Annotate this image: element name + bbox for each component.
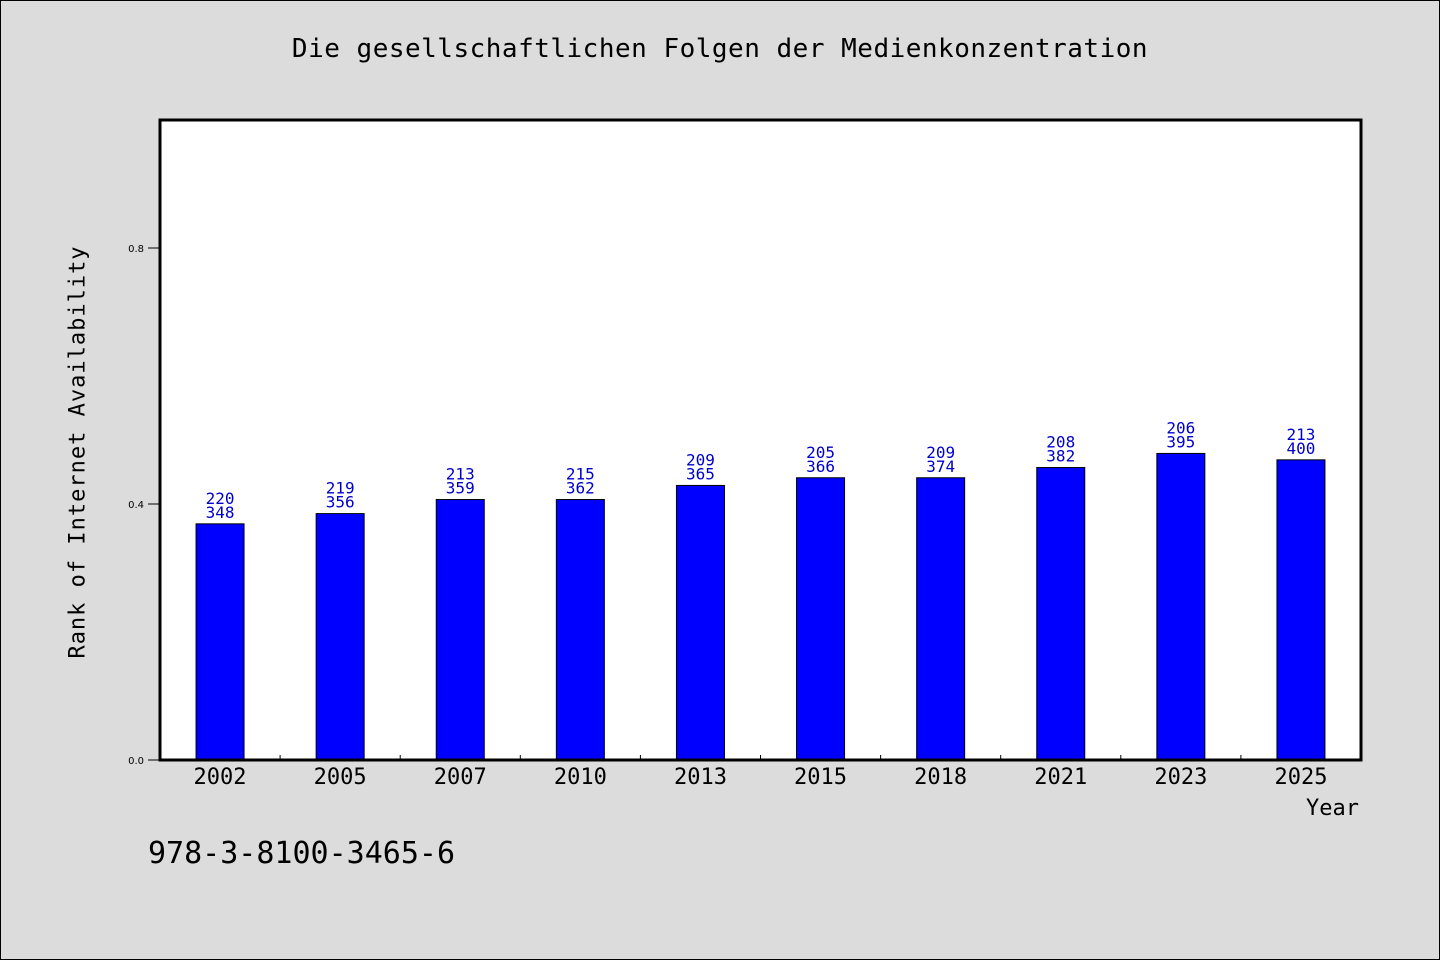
- bar: [796, 477, 846, 761]
- bar: [195, 523, 245, 761]
- bar: [675, 484, 725, 761]
- bar-data-label-top: 206: [1166, 418, 1195, 437]
- x-tick-label: 2025: [1274, 765, 1327, 790]
- bar: [1276, 459, 1326, 761]
- x-tick-label: 2018: [914, 765, 967, 790]
- bar-data-label-top: 213: [1286, 425, 1315, 444]
- x-tick-label: 2010: [554, 765, 607, 790]
- bar-data-label-top: 215: [566, 465, 595, 484]
- x-tick-label: 2005: [314, 765, 367, 790]
- bar: [315, 513, 365, 761]
- isbn-text: 978-3-8100-3465-6: [148, 836, 456, 871]
- bar: [1156, 452, 1206, 761]
- bar-data-label-bottom: 400: [1286, 439, 1315, 458]
- bar-data-label-top: 209: [686, 450, 715, 469]
- bar-data-label-bottom: 365: [686, 464, 715, 483]
- y-tick-label: 0.8: [128, 244, 144, 255]
- bar-data-label-bottom: 366: [806, 457, 835, 476]
- y-tick-label: 0.4: [128, 500, 144, 511]
- bar: [435, 499, 485, 761]
- bar-data-label-top: 205: [806, 443, 835, 462]
- bar-data-label-top: 213: [446, 465, 475, 484]
- x-tick-label: 2023: [1154, 765, 1207, 790]
- chart-title: Die gesellschaftlichen Folgen der Medien…: [291, 34, 1149, 64]
- x-tick-label: 2021: [1034, 765, 1087, 790]
- bar-data-label-bottom: 348: [206, 503, 235, 522]
- bar: [916, 477, 966, 761]
- bar-data-label-top: 208: [1046, 433, 1075, 452]
- bar: [1036, 467, 1086, 761]
- bar-data-label-bottom: 382: [1046, 447, 1075, 466]
- x-tick-label: 2013: [674, 765, 727, 790]
- bar-data-label-bottom: 395: [1166, 432, 1195, 451]
- bar-data-label-top: 209: [926, 443, 955, 462]
- bar-data-label-bottom: 362: [566, 479, 595, 498]
- x-axis-label: Year: [1306, 796, 1359, 821]
- bar-data-label-top: 219: [326, 479, 355, 498]
- y-tick-label: 0.0: [128, 756, 144, 767]
- plot-border: [158, 118, 1363, 762]
- x-tick-label: 2002: [194, 765, 247, 790]
- bar-data-label-bottom: 374: [926, 457, 955, 476]
- bar-data-label-bottom: 356: [326, 493, 355, 512]
- bar-data-label-top: 220: [206, 489, 235, 508]
- x-tick-label: 2015: [794, 765, 847, 790]
- bar-data-label-bottom: 359: [446, 479, 475, 498]
- x-tick-label: 2007: [434, 765, 487, 790]
- bar: [555, 499, 605, 761]
